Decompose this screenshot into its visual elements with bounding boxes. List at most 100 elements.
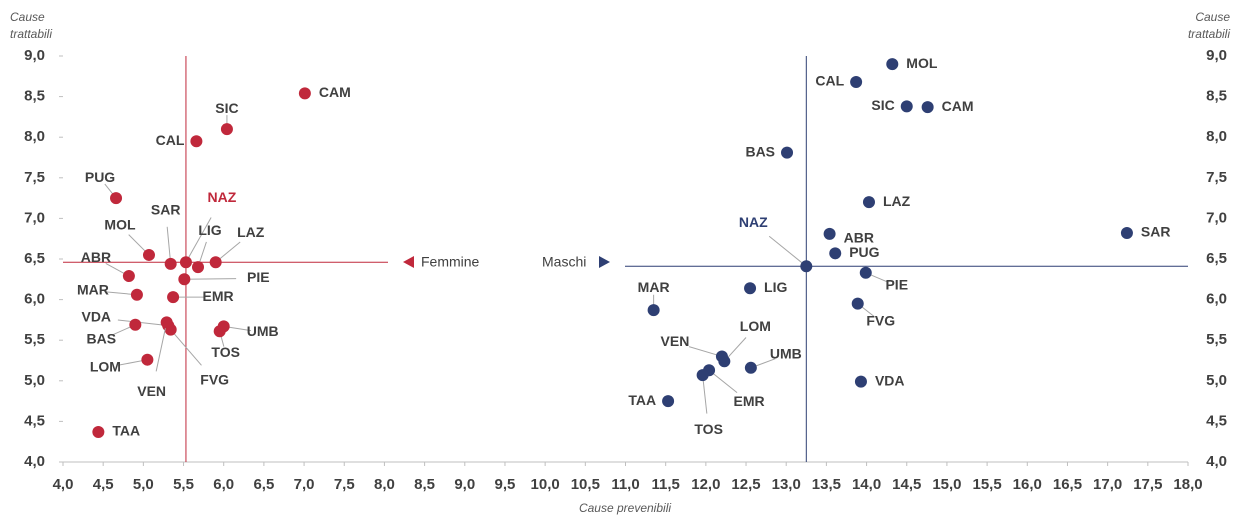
y2-tick-label: 5,0 bbox=[1206, 372, 1227, 389]
y2-tick-label: 9,0 bbox=[1206, 47, 1227, 64]
point-label: LAZ bbox=[883, 193, 911, 209]
point-label: VEN bbox=[661, 333, 690, 349]
point bbox=[859, 266, 872, 279]
point-label: UMB bbox=[770, 346, 802, 362]
point-label: PIE bbox=[885, 277, 908, 293]
point bbox=[217, 320, 230, 333]
point-label: TOS bbox=[694, 421, 723, 437]
x-tick-label: 8,5 bbox=[414, 476, 435, 493]
point-label: VDA bbox=[81, 308, 111, 324]
y2-axis-label: Cause bbox=[1195, 10, 1230, 24]
point-label: TAA bbox=[112, 423, 140, 439]
point-label: FVG bbox=[200, 371, 229, 387]
legend-label: Maschi bbox=[542, 254, 586, 270]
point-label: LIG bbox=[764, 279, 787, 295]
y-tick-label: 4,5 bbox=[24, 412, 45, 429]
x-tick-label: 9,5 bbox=[495, 476, 516, 493]
x-tick-label: 10,0 bbox=[531, 476, 560, 493]
legend-arrow bbox=[403, 256, 414, 268]
point bbox=[190, 135, 203, 148]
y2-tick-label: 8,0 bbox=[1206, 128, 1227, 145]
point bbox=[192, 261, 204, 274]
x-tick-label: 16,5 bbox=[1053, 476, 1082, 493]
y-tick-label: 6,0 bbox=[24, 291, 45, 308]
point bbox=[179, 256, 192, 269]
y-tick-label: 8,5 bbox=[24, 88, 45, 105]
point bbox=[141, 353, 154, 366]
point-label: LIG bbox=[198, 222, 221, 238]
point bbox=[1120, 227, 1133, 240]
x-tick-label: 14,0 bbox=[852, 476, 881, 493]
point-label: TOS bbox=[211, 344, 240, 360]
point bbox=[854, 375, 867, 388]
x-tick-label: 15,0 bbox=[932, 476, 961, 493]
point bbox=[167, 291, 180, 304]
y2-tick-label: 8,5 bbox=[1206, 88, 1227, 105]
y2-tick-label: 6,5 bbox=[1206, 250, 1227, 267]
x-tick-label: 10,5 bbox=[571, 476, 600, 493]
point-label: ABR bbox=[844, 230, 874, 246]
leader-line bbox=[166, 226, 172, 264]
x-tick-label: 4,5 bbox=[93, 476, 114, 493]
y-tick-label: 7,0 bbox=[24, 209, 45, 226]
x-tick-label: 18,0 bbox=[1173, 476, 1202, 493]
point bbox=[850, 75, 863, 88]
point-label: FVG bbox=[866, 312, 895, 328]
point bbox=[142, 248, 155, 261]
point-label: VEN bbox=[137, 383, 166, 399]
point bbox=[209, 256, 222, 269]
y-tick-label: 6,5 bbox=[24, 250, 45, 267]
point bbox=[862, 196, 875, 209]
leader-line bbox=[702, 375, 708, 414]
point bbox=[886, 58, 899, 71]
x-tick-label: 11,0 bbox=[611, 476, 639, 493]
y-tick-label: 4,0 bbox=[24, 453, 45, 470]
x-tick-label: 16,0 bbox=[1013, 476, 1042, 493]
x-tick-label: 11,5 bbox=[651, 476, 679, 493]
point bbox=[110, 192, 123, 205]
legend-arrow bbox=[599, 256, 610, 268]
x-tick-label: 17,5 bbox=[1133, 476, 1162, 493]
point bbox=[781, 146, 794, 159]
y-tick-label: 7,5 bbox=[24, 169, 45, 186]
point-label: SIC bbox=[215, 100, 238, 116]
point bbox=[744, 361, 757, 374]
point-label: SAR bbox=[151, 202, 181, 218]
point-label: EMR bbox=[734, 393, 765, 409]
point-label: NAZ bbox=[739, 214, 768, 230]
x-tick-label: 7,5 bbox=[334, 476, 355, 493]
point bbox=[130, 288, 143, 301]
point bbox=[921, 101, 934, 114]
point-label: MOL bbox=[104, 217, 136, 233]
x-axis-label: Cause prevenibili bbox=[579, 501, 671, 515]
point bbox=[829, 247, 842, 260]
y2-tick-label: 7,0 bbox=[1206, 209, 1227, 226]
leader-line bbox=[155, 322, 168, 372]
point-label: PUG bbox=[85, 169, 115, 185]
point bbox=[298, 87, 311, 100]
y2-tick-label: 7,5 bbox=[1206, 169, 1227, 186]
y2-tick-label: 4,5 bbox=[1206, 412, 1227, 429]
point-label: NAZ bbox=[208, 189, 237, 205]
point bbox=[647, 304, 660, 317]
point-label: LAZ bbox=[237, 224, 265, 240]
point bbox=[800, 260, 813, 273]
leader-line bbox=[185, 217, 212, 263]
point-label: EMR bbox=[203, 288, 234, 304]
point bbox=[851, 297, 864, 310]
point bbox=[823, 227, 836, 240]
leader-line bbox=[117, 319, 169, 327]
point-label: PIE bbox=[247, 269, 270, 285]
point bbox=[178, 273, 191, 286]
x-tick-label: 6,5 bbox=[253, 476, 274, 493]
y-axis-label: trattabili bbox=[10, 27, 52, 41]
point bbox=[92, 425, 105, 438]
x-tick-label: 13,5 bbox=[812, 476, 841, 493]
point bbox=[696, 369, 709, 382]
point bbox=[164, 257, 177, 270]
point bbox=[129, 318, 142, 331]
y2-axis-label: trattabili bbox=[1188, 27, 1230, 41]
point-label: CAM bbox=[942, 98, 974, 114]
y2-tick-label: 4,0 bbox=[1206, 453, 1227, 470]
